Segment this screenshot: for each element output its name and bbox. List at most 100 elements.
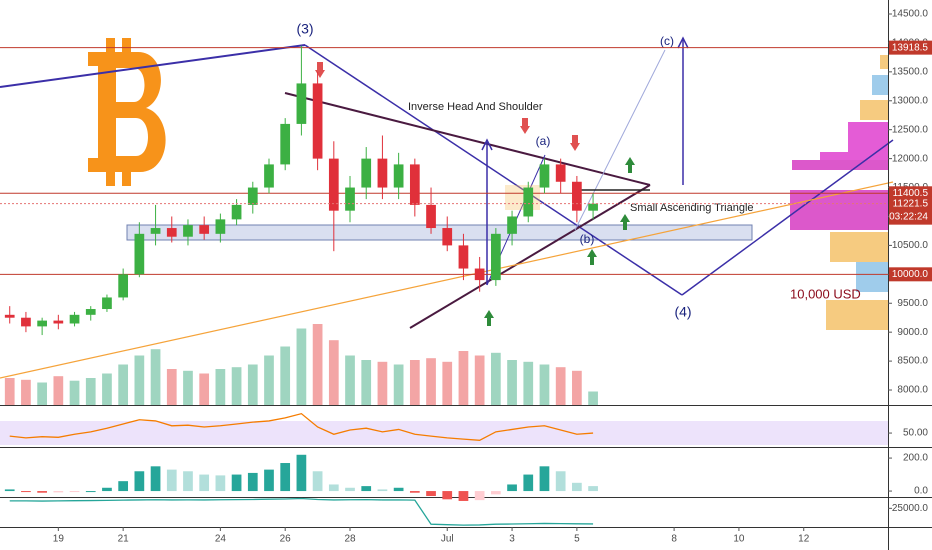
volume-bar [280, 346, 291, 405]
candle-body [507, 216, 517, 234]
candle-body [53, 320, 64, 324]
pattern-label: Inverse Head And Shoulder [408, 101, 543, 113]
candle-body [166, 228, 177, 237]
macd-bar [231, 474, 242, 492]
candle-body [215, 219, 226, 234]
volume-bar [166, 369, 177, 405]
volume-bar [539, 364, 550, 405]
macd-bar [426, 491, 436, 497]
candle-body [118, 274, 129, 298]
y-tick-label: 0.0 [914, 486, 928, 497]
x-tick-label: 19 [53, 534, 65, 545]
macd-bar [150, 466, 161, 492]
candle-body [523, 187, 534, 217]
macd-bar [183, 471, 193, 492]
volume-bar [345, 355, 355, 405]
wave-label: (c) [660, 34, 674, 48]
macd-bar [377, 489, 388, 492]
volume-bar [409, 360, 420, 405]
volume-bar [118, 364, 129, 405]
volume-bar [183, 370, 193, 405]
candle-body [588, 203, 598, 211]
volume-bar [4, 378, 15, 405]
macd-bar [409, 491, 420, 493]
macd-bar [264, 469, 274, 492]
candle-body [69, 314, 80, 324]
volume-bar [377, 361, 388, 405]
support-zone [126, 224, 753, 241]
candle-body [328, 158, 339, 211]
volume-bar [361, 360, 372, 405]
volume-bar [102, 373, 112, 405]
y-tick-label: 8000.0 [897, 385, 928, 396]
obv-line [9, 497, 594, 526]
macd-bar [215, 475, 226, 492]
macd-bar [199, 474, 210, 492]
candle-body [361, 158, 372, 188]
candle-body [426, 204, 436, 229]
x-tick-label: 24 [215, 534, 227, 545]
candle-body [377, 158, 388, 188]
macd-bar [523, 474, 534, 492]
candle-body [474, 268, 485, 281]
y-tick-label: 9000.0 [897, 327, 928, 338]
wave-label: (4) [674, 304, 691, 320]
y-tick-label: 8500.0 [897, 356, 928, 367]
volume-bar [85, 378, 96, 405]
macd-bar [53, 491, 64, 493]
macd-bar [102, 487, 112, 492]
y-tick-label: 14500.0 [892, 9, 929, 20]
candle-body [572, 181, 582, 211]
wave-label: (3) [296, 21, 313, 37]
candle-body [296, 83, 307, 124]
price-tag-label: 10000.0 [892, 269, 929, 280]
volume-bar [69, 380, 80, 405]
wave-label: (a) [536, 134, 551, 148]
macd-bar [474, 491, 485, 501]
candle-body [539, 164, 550, 188]
volume-bar [312, 324, 323, 405]
volume-bar [426, 358, 436, 405]
candle-body [134, 233, 145, 275]
candle-body [442, 228, 453, 246]
volume-bar [199, 373, 210, 405]
macd-bar [296, 454, 307, 492]
y-tick-label: 50.00 [903, 428, 928, 439]
volume-bar [490, 352, 501, 405]
volume-bar [474, 355, 485, 405]
candle-body [4, 314, 15, 318]
volume-bar [134, 355, 145, 405]
macd-bar [345, 487, 355, 492]
rsi-band [0, 421, 888, 445]
x-tick-label: 8 [671, 534, 677, 545]
volume-bar [264, 355, 274, 405]
y-tick-label: 25000.0 [892, 503, 929, 514]
macd-bar [393, 487, 404, 492]
macd-bar [280, 463, 291, 492]
y-tick-label: 9500.0 [897, 298, 928, 309]
countdown: 03:22:24 [889, 211, 928, 222]
y-tick-label: 12000.0 [892, 153, 929, 164]
candle-body [409, 164, 420, 205]
macd-bar [85, 491, 96, 493]
price-tag-label: 13918.5 [892, 42, 929, 53]
volume-bar [442, 361, 453, 405]
x-tick-label: 5 [574, 534, 580, 545]
macd-bar [118, 481, 129, 492]
candle-body [183, 225, 193, 237]
volume-bar [523, 361, 534, 405]
macd-bar [572, 482, 582, 492]
x-tick-label: 3 [509, 534, 515, 545]
volume-bar [231, 367, 242, 405]
candle-body [231, 204, 242, 220]
macd-bar [312, 471, 323, 492]
y-tick-label: 13000.0 [892, 95, 929, 106]
candle-body [247, 187, 258, 205]
volume-bar [150, 349, 161, 405]
candle-body [85, 309, 96, 315]
macd-bar [247, 472, 258, 492]
candle-body [312, 83, 323, 159]
x-tick-label: Jul [441, 534, 454, 545]
macd-bar [458, 491, 469, 501]
